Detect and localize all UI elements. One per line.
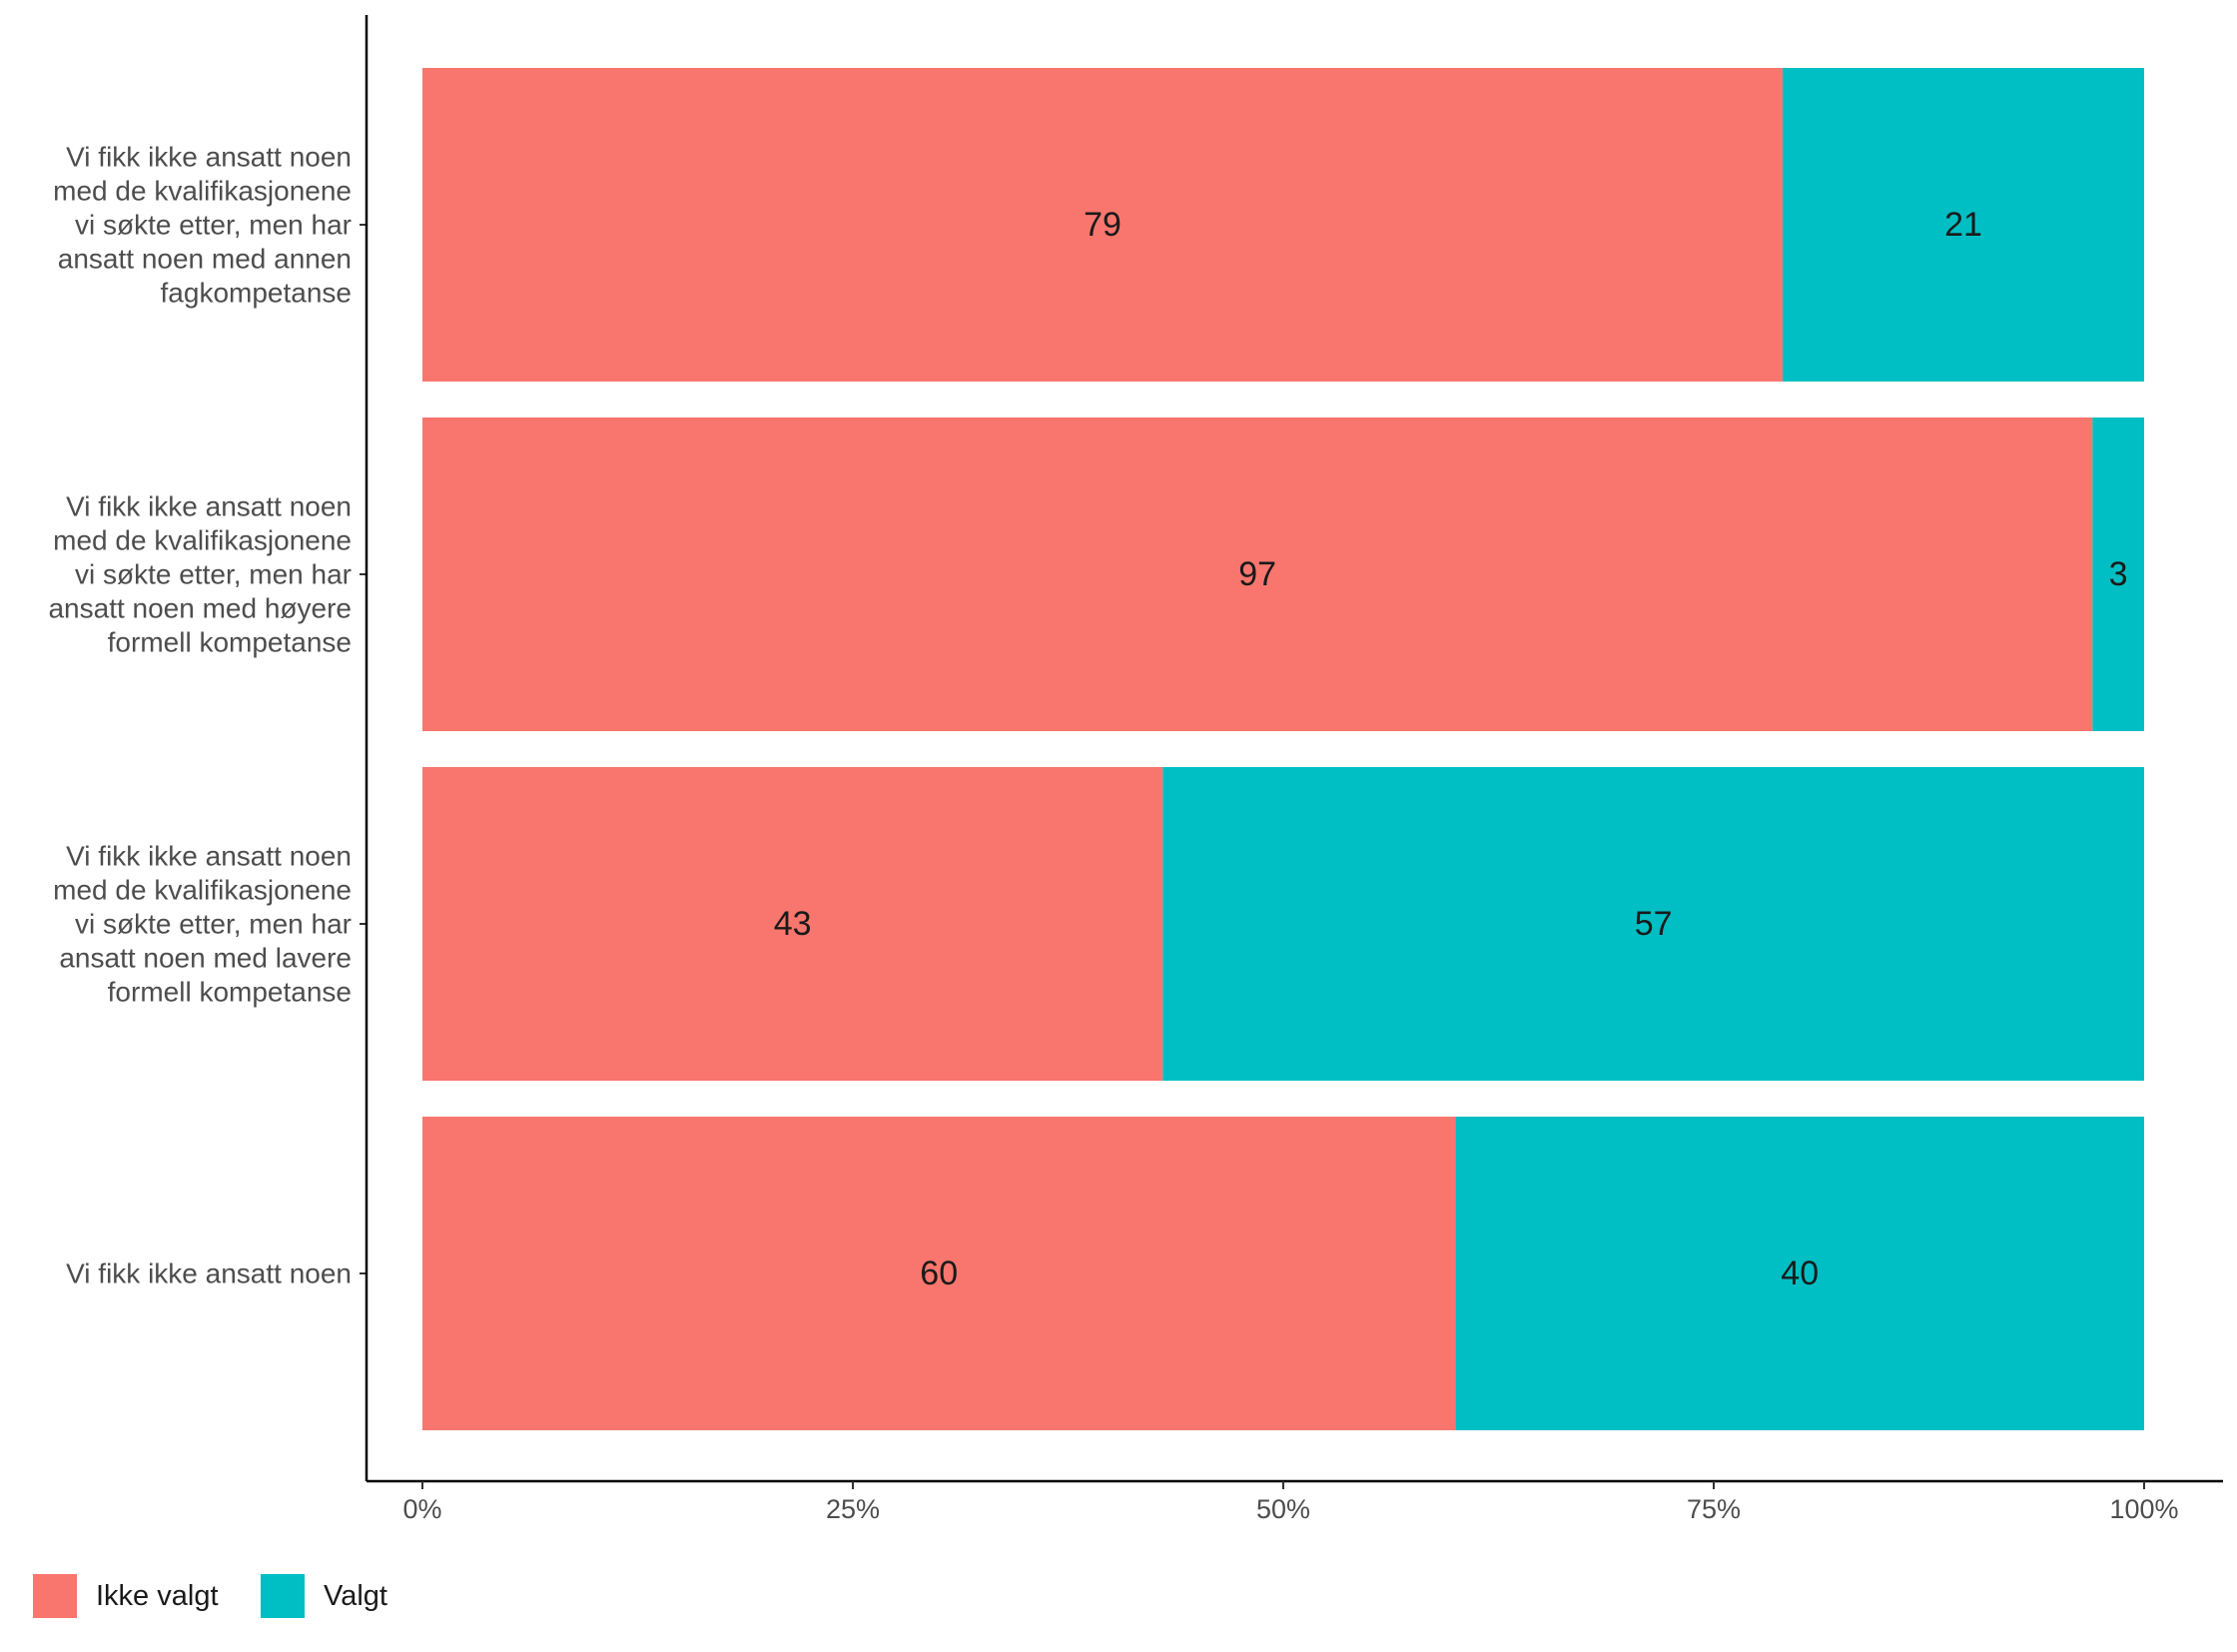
- data-label-2-ikke-valgt: 97: [1238, 555, 1276, 593]
- data-label-1-valgt: 21: [1944, 206, 1982, 244]
- y-tick-label-1: Vi fikk ikke ansatt noen med de kvalifika…: [53, 142, 352, 309]
- y-tick-label-3: Vi fikk ikke ansatt noen med de kvalifika…: [53, 841, 352, 1008]
- bars-layer: [422, 68, 2144, 1430]
- legend-swatch-valgt: [261, 1574, 305, 1618]
- bar-4-valgt: [1455, 1117, 2144, 1430]
- bar-2-ikke-valgt: [422, 417, 2093, 731]
- data-label-4-valgt: 40: [1781, 1254, 1819, 1292]
- y-tick-label-2: Vi fikk ikke ansatt noen med de kvalifika…: [48, 491, 352, 658]
- x-tick-label-2: 25%: [826, 1494, 880, 1524]
- data-labels-layer: 79 21 97 3 43 57 60 40: [774, 206, 2128, 1292]
- legend-label-ikke-valgt: Ikke valgt: [96, 1580, 219, 1612]
- bar-3-valgt: [1162, 767, 2144, 1081]
- bar-1-valgt: [1782, 68, 2144, 382]
- data-label-3-valgt: 57: [1635, 905, 1673, 943]
- x-tick-label-3: 50%: [1256, 1494, 1310, 1524]
- bar-1-ikke-valgt: [422, 68, 1783, 382]
- y-axis: Vi fikk ikke ansatt noen med de kvalifika…: [48, 15, 369, 1481]
- data-label-1-ikke-valgt: 79: [1084, 206, 1121, 244]
- legend: Ikke valgt Valgt: [33, 1574, 387, 1618]
- x-axis: 0% 25% 50% 75% 100%: [367, 1479, 2223, 1524]
- bar-4-ikke-valgt: [422, 1117, 1456, 1430]
- data-label-3-ikke-valgt: 43: [774, 905, 812, 943]
- y-tick-label-4: Vi fikk ikke ansatt noen: [66, 1258, 352, 1289]
- x-tick-label-4: 75%: [1687, 1494, 1741, 1524]
- x-tick-label-1: 0%: [402, 1494, 441, 1524]
- x-tick-label-5: 100%: [2109, 1494, 2178, 1524]
- legend-label-valgt: Valgt: [324, 1580, 387, 1612]
- bar-3-ikke-valgt: [422, 767, 1163, 1081]
- data-label-4-ikke-valgt: 60: [920, 1254, 958, 1292]
- legend-swatch-ikke-valgt: [33, 1574, 77, 1618]
- data-label-2-valgt: 3: [2109, 555, 2128, 593]
- bar-2-valgt: [2092, 417, 2144, 731]
